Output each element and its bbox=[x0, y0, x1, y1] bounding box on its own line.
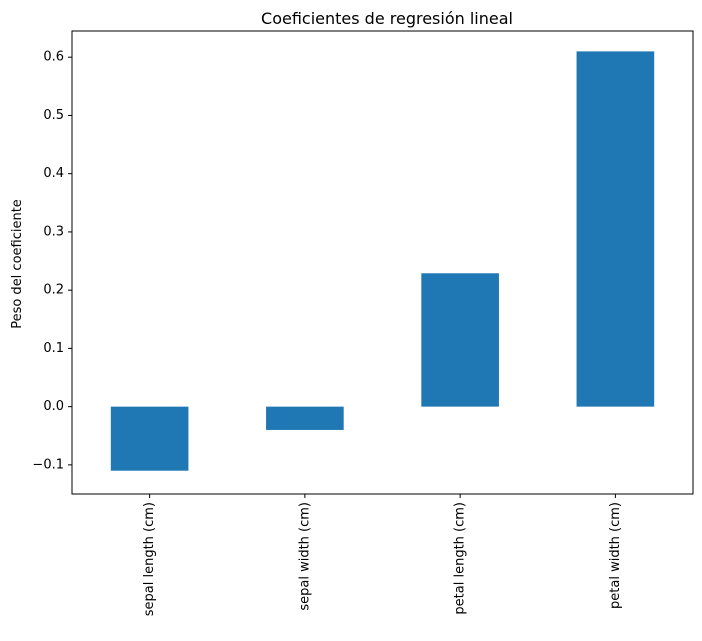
y-axis-ticks: −0.1 0.0 0.1 0.2 0.3 0.4 0.5 0.6 bbox=[32, 50, 72, 472]
y-tick-label-4: 0.3 bbox=[43, 224, 64, 239]
y-tick-label-7: 0.6 bbox=[43, 50, 64, 65]
plot-area-frame bbox=[71, 30, 694, 495]
x-tick-label-0: sepal length (cm) bbox=[142, 502, 157, 616]
bar-0 bbox=[110, 406, 189, 471]
y-tick-label-6: 0.5 bbox=[43, 108, 64, 123]
bar-2 bbox=[421, 273, 499, 407]
y-tick-label-2: 0.1 bbox=[43, 341, 64, 356]
y-tick-label-0: −0.1 bbox=[32, 457, 64, 472]
y-tick-label-5: 0.4 bbox=[43, 166, 64, 181]
bars-group bbox=[110, 51, 655, 471]
bar-1 bbox=[266, 406, 344, 430]
y-tick-label-3: 0.2 bbox=[43, 283, 64, 298]
y-tick-label-1: 0.0 bbox=[43, 399, 64, 414]
y-axis-label: Peso del coeficiente bbox=[10, 199, 25, 329]
x-tick-label-1: sepal width (cm) bbox=[297, 502, 312, 611]
x-tick-label-3: petal width (cm) bbox=[608, 502, 623, 609]
chart-title: Coeficientes de regresión lineal bbox=[261, 9, 513, 28]
x-tick-label-2: petal length (cm) bbox=[453, 502, 468, 615]
x-axis-ticks: sepal length (cm) sepal width (cm) petal l… bbox=[142, 494, 623, 616]
bar-3 bbox=[576, 51, 655, 407]
